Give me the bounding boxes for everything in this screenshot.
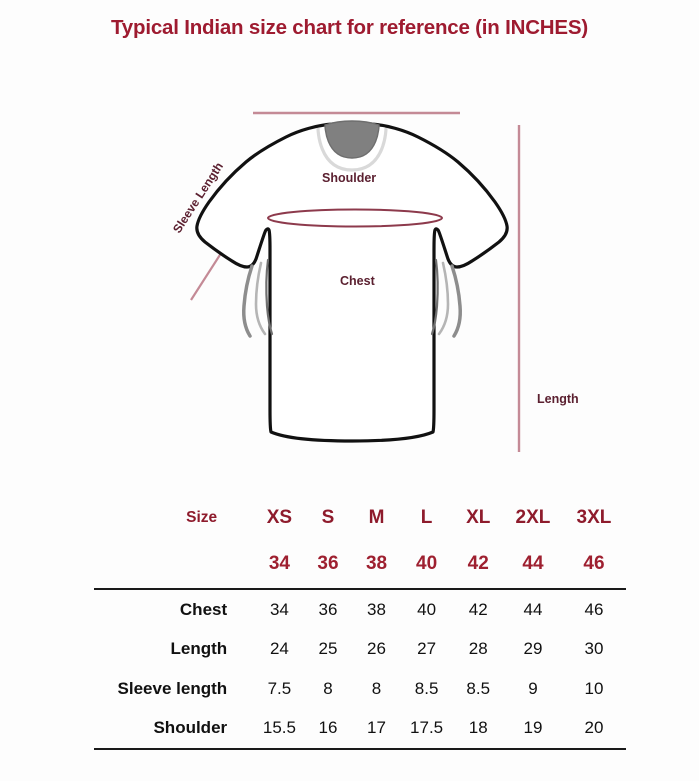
table-row: Length 24 25 26 27 28 29 30 xyxy=(94,630,626,670)
left-underarm-shading xyxy=(242,264,254,338)
cell-sleeve-length-s: 8 xyxy=(323,678,333,698)
cell-length-l: 27 xyxy=(417,639,437,659)
right-sleeve-seam xyxy=(430,258,439,336)
chest-label: Chest xyxy=(340,274,375,288)
cell-sleeve-length-l: 8.5 xyxy=(414,678,439,698)
cell-length-xl: 28 xyxy=(468,639,488,659)
size-number-xl: 42 xyxy=(467,553,489,574)
size-number-l: 40 xyxy=(416,553,438,574)
tshirt-diagram: Shoulder Chest Length Sleeve Length xyxy=(0,80,699,480)
size-header-m: M xyxy=(368,506,385,528)
right-underarm-shading xyxy=(450,264,462,338)
cell-chest-s: 36 xyxy=(318,599,338,619)
cell-sleeve-length-m: 8 xyxy=(371,678,382,698)
size-number-row: 34 36 38 40 42 44 46 xyxy=(94,540,626,588)
table-row: Sleeve length 7.5 8 8 8.5 8.5 9 10 xyxy=(94,669,626,709)
chest-measure-ellipse xyxy=(267,208,443,228)
table-header-row: Size XS S M L XL 2XL 3XL xyxy=(94,495,626,540)
size-number-row-spacer xyxy=(94,540,255,588)
cell-length-3xl: 30 xyxy=(584,639,604,659)
size-number-m: 38 xyxy=(365,553,388,574)
size-number-3xl: 46 xyxy=(583,553,605,574)
page-title: Typical Indian size chart for reference … xyxy=(111,16,588,39)
size-row-header: Size xyxy=(186,508,218,526)
cell-length-2xl: 29 xyxy=(523,639,543,659)
cell-sleeve-length-xs: 7.5 xyxy=(267,678,292,698)
cell-shoulder-s: 16 xyxy=(303,708,353,750)
right-underarm-shading-2 xyxy=(437,261,450,336)
size-table-element: Size XS S M L XL 2XL 3XL 34 36 38 40 42 … xyxy=(94,495,626,750)
cell-chest-xs: 34 xyxy=(269,599,289,619)
tshirt-illustration-svg xyxy=(190,111,521,452)
cell-sleeve-length-xl: 8.5 xyxy=(466,678,491,698)
cell-length-s: 25 xyxy=(318,639,338,659)
row-label-sleeve-length: Sleeve length xyxy=(117,678,228,698)
collar-fill xyxy=(324,120,380,159)
size-header-3xl: 3XL xyxy=(576,506,612,528)
cell-chest-2xl: 44 xyxy=(523,599,543,619)
cell-length-m: 26 xyxy=(367,639,386,659)
cell-chest-l: 40 xyxy=(417,599,437,619)
cell-shoulder-m: 17 xyxy=(352,708,401,750)
cell-shoulder-xs: 15.5 xyxy=(255,708,304,750)
size-header-l: L xyxy=(420,506,433,528)
cell-shoulder-xl: 18 xyxy=(452,708,505,750)
size-header-s: S xyxy=(321,506,335,528)
cell-shoulder-l: 17.5 xyxy=(400,708,453,750)
cell-chest-xl: 42 xyxy=(468,599,488,619)
cell-sleeve-length-2xl: 9 xyxy=(528,678,538,698)
cell-length-xs: 24 xyxy=(269,639,289,659)
table-row: Chest 34 36 38 40 42 44 46 xyxy=(94,589,626,630)
left-underarm-shading-2 xyxy=(254,261,267,336)
table-row: Shoulder 15.5 16 17 17.5 18 19 20 xyxy=(94,708,626,750)
row-label-shoulder: Shoulder xyxy=(94,708,256,750)
row-label-chest: Chest xyxy=(179,599,228,619)
size-header-2xl: 2XL xyxy=(515,506,551,528)
cell-chest-3xl: 46 xyxy=(584,599,604,619)
length-label: Length xyxy=(537,392,579,406)
collar-rim xyxy=(316,127,388,172)
row-label-length: Length xyxy=(170,639,228,659)
size-header-xl: XL xyxy=(466,506,491,528)
size-number-xs: 34 xyxy=(268,553,290,574)
cell-chest-m: 38 xyxy=(367,599,386,619)
size-number-s: 36 xyxy=(317,553,339,574)
size-header-xs: XS xyxy=(266,506,293,528)
tshirt-body-outline xyxy=(195,122,509,443)
size-chart-table: Size XS S M L XL 2XL 3XL 34 36 38 40 42 … xyxy=(94,495,626,750)
cell-sleeve-length-3xl: 10 xyxy=(584,678,604,698)
left-sleeve-seam xyxy=(265,258,274,336)
shoulder-label: Shoulder xyxy=(322,171,377,185)
size-number-2xl: 44 xyxy=(522,553,544,574)
cell-shoulder-3xl: 20 xyxy=(561,708,626,750)
cell-shoulder-2xl: 19 xyxy=(504,708,562,750)
